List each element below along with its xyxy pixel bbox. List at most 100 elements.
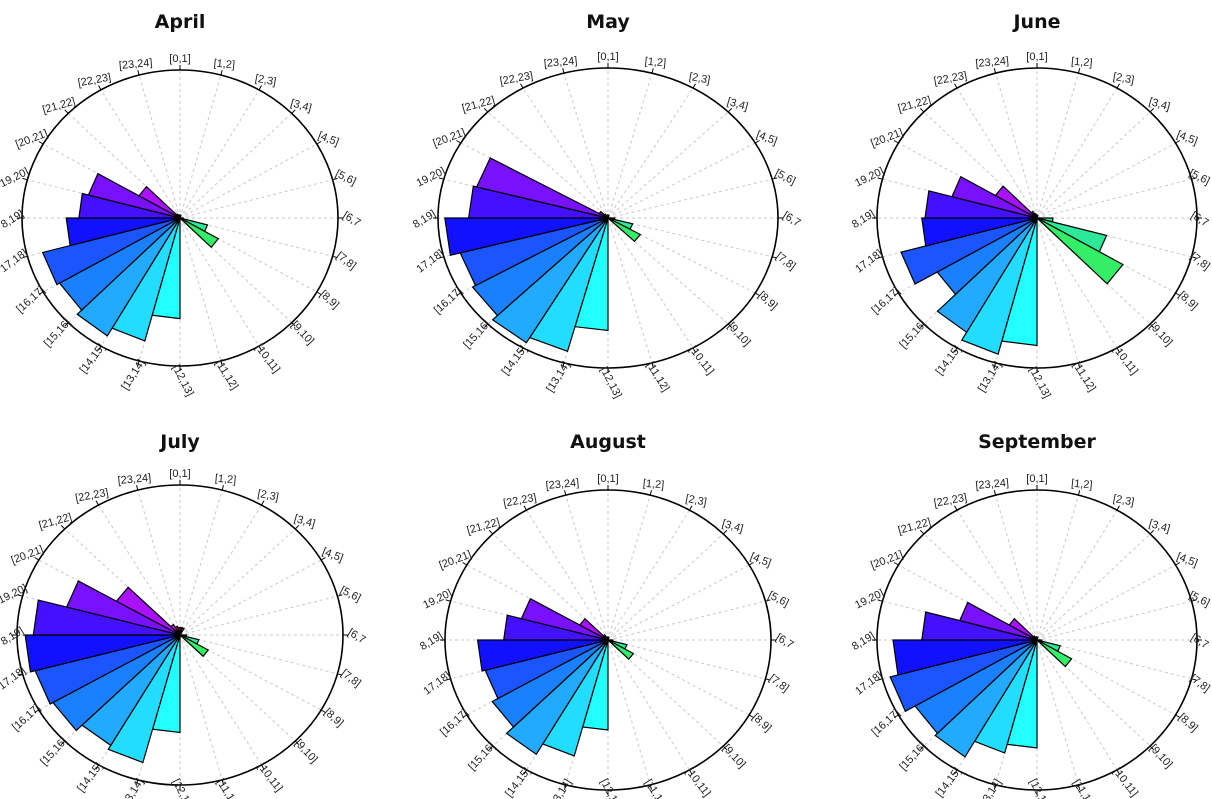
petal-hour-8	[1036, 639, 1073, 668]
tick-mark	[523, 505, 527, 511]
hour-label: [9,10]	[289, 319, 317, 347]
panel-title: August	[570, 431, 646, 453]
tick-mark	[438, 177, 444, 180]
tick-mark	[38, 291, 44, 295]
hour-label: [15,16]	[461, 318, 493, 351]
tick-mark	[765, 678, 771, 681]
grid-ray	[1036, 600, 1192, 641]
tick-mark	[520, 347, 524, 353]
tick-mark	[523, 769, 527, 775]
hour-label: [0,1]	[169, 468, 190, 480]
hour-label: [3,4]	[293, 513, 317, 530]
tick-mark	[692, 83, 696, 89]
tick-mark	[220, 70, 223, 76]
hour-label: [8,9]	[1176, 289, 1200, 312]
tick-mark	[22, 177, 28, 181]
tick-mark	[291, 109, 296, 114]
hour-label: [1,2]	[1071, 56, 1093, 70]
tick-mark	[1077, 784, 1081, 790]
hour-label: [20,21]	[10, 544, 46, 567]
grid-ray	[607, 494, 651, 641]
grid-ray	[995, 494, 1038, 641]
tick-mark	[1191, 256, 1197, 259]
tick-mark	[649, 490, 652, 496]
tick-mark	[95, 500, 99, 506]
grid-ray	[1036, 111, 1151, 219]
grid-ray	[179, 634, 262, 766]
tick-mark	[1149, 323, 1155, 328]
hour-label: [10,11]	[255, 761, 285, 794]
hour-label: [6,7	[1189, 632, 1211, 652]
hour-label: 8,19]	[850, 208, 877, 231]
tick-mark	[1116, 769, 1120, 775]
tick-mark	[919, 745, 925, 750]
petal-hour-8	[607, 639, 635, 660]
grid-ray	[607, 142, 756, 219]
tick-mark	[919, 108, 925, 113]
tick-mark	[993, 68, 997, 74]
tick-mark	[649, 784, 652, 790]
tick-mark	[261, 500, 265, 506]
tick-mark	[722, 530, 728, 535]
hour-label: [8,9]	[317, 288, 341, 311]
hour-label: [7,8]	[339, 667, 363, 689]
hour-label: [11,12]	[213, 358, 241, 392]
rose-panel-july: July [0,1] [1,2] [2,3] [3,4][4,5] [5,6] [6,7 [7…	[0, 431, 368, 799]
tick-mark	[727, 323, 733, 328]
hour-label: [4,5]	[320, 546, 344, 565]
hour-label: [2,3]	[1112, 71, 1135, 87]
hour-label: [1,2]	[642, 478, 664, 492]
tick-mark	[332, 177, 338, 181]
grid-ray	[1036, 72, 1079, 219]
grid-ray	[1036, 509, 1118, 641]
hour-label: [10,11]	[683, 766, 713, 799]
hour-label: [1,2]	[1071, 478, 1093, 492]
tick-mark	[954, 347, 958, 353]
hour-label: [20,21]	[438, 549, 474, 572]
grid-ray	[179, 528, 296, 636]
hour-label: [21,22]	[897, 94, 933, 115]
tick-mark	[337, 673, 343, 676]
tick-mark	[1175, 292, 1181, 296]
hour-label: [13,14]	[118, 776, 146, 799]
petal-hour-23	[606, 214, 609, 219]
hour-label: [21,22]	[466, 516, 502, 537]
hour-label: [7,8]	[1188, 250, 1212, 272]
tick-mark	[692, 347, 696, 353]
tick-mark	[17, 594, 23, 597]
petal-hour-19	[958, 601, 1038, 641]
tick-mark	[1175, 562, 1181, 566]
tick-mark	[562, 68, 565, 74]
hour-label: [2,3]	[688, 71, 711, 87]
grid-ray	[995, 72, 1038, 219]
tick-mark	[993, 362, 997, 368]
hour-label: [6,7	[341, 210, 363, 230]
grid-ray	[526, 509, 609, 641]
hour-label: [15,16]	[897, 318, 929, 351]
grid-ray	[1036, 639, 1192, 680]
tick-mark	[754, 292, 760, 296]
hour-label: 8,19]	[418, 630, 445, 653]
hour-label: 17,18]	[853, 670, 885, 698]
hour-label: [2,3]	[1112, 493, 1135, 509]
hour-label: [12,13]	[170, 363, 196, 398]
hour-label: 8,19]	[411, 208, 438, 231]
grid-ray	[607, 639, 766, 680]
hour-label: [15,16]	[897, 740, 929, 773]
tick-mark	[520, 83, 524, 89]
tick-mark	[1116, 83, 1120, 89]
hour-label: [10,11]	[687, 344, 717, 377]
hour-label: [16,17]	[870, 285, 903, 316]
tick-mark	[877, 678, 883, 681]
tick-mark	[689, 505, 693, 511]
petal-hour-20	[994, 185, 1038, 219]
tick-mark	[893, 562, 899, 566]
panel-title: June	[1011, 11, 1060, 33]
hour-label: [14,15]	[934, 343, 964, 377]
tick-mark	[136, 779, 139, 785]
hour-label: [0,1]	[1026, 51, 1047, 63]
hour-label: [23,24]	[975, 477, 1010, 492]
hour-label: [15,16]	[42, 317, 74, 350]
hour-label: [20,21]	[14, 128, 50, 151]
tick-mark	[320, 709, 326, 713]
